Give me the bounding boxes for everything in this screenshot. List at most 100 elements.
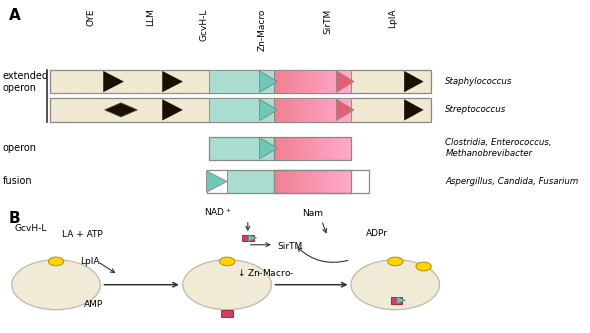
Bar bbox=[299, 137, 300, 160]
Bar bbox=[258, 170, 259, 193]
Bar bbox=[323, 98, 325, 122]
Bar bbox=[347, 137, 349, 160]
Bar bbox=[263, 170, 264, 193]
Bar bbox=[248, 70, 249, 93]
Polygon shape bbox=[336, 99, 354, 121]
Bar bbox=[268, 98, 270, 122]
Bar bbox=[251, 137, 253, 160]
Bar bbox=[274, 170, 351, 193]
Bar bbox=[240, 170, 241, 193]
Bar bbox=[257, 137, 258, 160]
Bar bbox=[271, 70, 273, 93]
Bar bbox=[325, 137, 327, 160]
Bar bbox=[214, 98, 216, 122]
Bar bbox=[328, 70, 330, 93]
Bar bbox=[249, 98, 251, 122]
Bar bbox=[316, 137, 318, 160]
Bar bbox=[209, 137, 274, 160]
Bar bbox=[245, 170, 246, 193]
Bar bbox=[288, 137, 289, 160]
Polygon shape bbox=[105, 103, 137, 117]
Bar bbox=[283, 137, 284, 160]
Bar bbox=[278, 70, 280, 93]
Bar bbox=[319, 170, 321, 193]
Bar bbox=[221, 98, 222, 122]
Bar bbox=[225, 70, 226, 93]
Bar bbox=[244, 98, 245, 122]
Bar bbox=[219, 137, 221, 160]
Bar bbox=[222, 70, 223, 93]
Bar bbox=[342, 170, 344, 193]
Bar bbox=[329, 170, 330, 193]
Bar bbox=[288, 70, 289, 93]
Bar bbox=[235, 170, 236, 193]
Bar bbox=[336, 137, 337, 160]
Bar bbox=[342, 170, 343, 193]
Bar bbox=[308, 70, 309, 93]
Bar bbox=[391, 297, 402, 304]
Bar bbox=[270, 70, 271, 93]
Bar bbox=[303, 98, 304, 122]
Bar bbox=[230, 70, 231, 93]
Bar bbox=[340, 98, 342, 122]
Bar bbox=[257, 170, 258, 193]
Bar bbox=[284, 70, 286, 93]
Bar bbox=[249, 137, 251, 160]
Bar bbox=[234, 137, 235, 160]
Bar bbox=[257, 98, 258, 122]
Bar bbox=[347, 170, 349, 193]
Bar bbox=[302, 137, 304, 160]
Bar bbox=[320, 170, 322, 193]
Bar bbox=[296, 70, 297, 93]
Bar bbox=[277, 98, 279, 122]
Bar bbox=[281, 170, 283, 193]
Bar bbox=[349, 70, 350, 93]
Bar bbox=[309, 137, 310, 160]
Bar bbox=[283, 98, 284, 122]
Bar bbox=[223, 70, 225, 93]
Bar bbox=[238, 137, 240, 160]
Bar bbox=[328, 98, 330, 122]
Bar bbox=[314, 170, 315, 193]
Bar bbox=[284, 170, 286, 193]
Bar bbox=[222, 137, 224, 160]
Bar bbox=[253, 98, 255, 122]
Bar bbox=[231, 170, 232, 193]
Bar bbox=[274, 137, 276, 160]
Bar bbox=[309, 98, 310, 122]
Bar bbox=[255, 170, 257, 193]
Bar bbox=[270, 137, 271, 160]
Bar bbox=[342, 98, 343, 122]
Bar bbox=[273, 170, 274, 193]
Bar bbox=[253, 137, 254, 160]
Bar bbox=[245, 137, 247, 160]
Bar bbox=[212, 98, 214, 122]
Bar bbox=[276, 70, 277, 93]
Bar bbox=[303, 70, 304, 93]
Bar bbox=[228, 137, 230, 160]
Bar bbox=[319, 98, 320, 122]
Bar bbox=[258, 137, 260, 160]
Bar bbox=[340, 70, 342, 93]
Bar bbox=[264, 137, 265, 160]
Text: SirTM: SirTM bbox=[323, 8, 332, 34]
Bar bbox=[234, 70, 235, 93]
Bar bbox=[296, 137, 297, 160]
Bar bbox=[307, 170, 309, 193]
Bar bbox=[328, 170, 330, 193]
Bar bbox=[250, 98, 251, 122]
Text: $\downarrow$Zn-Macro-: $\downarrow$Zn-Macro- bbox=[236, 267, 294, 278]
Bar bbox=[250, 170, 251, 193]
Bar bbox=[281, 70, 283, 93]
Bar bbox=[348, 70, 350, 93]
Bar bbox=[240, 70, 241, 93]
Bar bbox=[234, 170, 235, 193]
Bar bbox=[350, 137, 352, 160]
Bar bbox=[268, 70, 270, 93]
Bar bbox=[250, 170, 251, 193]
Bar bbox=[274, 70, 276, 93]
Bar bbox=[313, 98, 314, 122]
Bar bbox=[304, 98, 306, 122]
Bar bbox=[313, 137, 314, 160]
Bar bbox=[264, 170, 265, 193]
